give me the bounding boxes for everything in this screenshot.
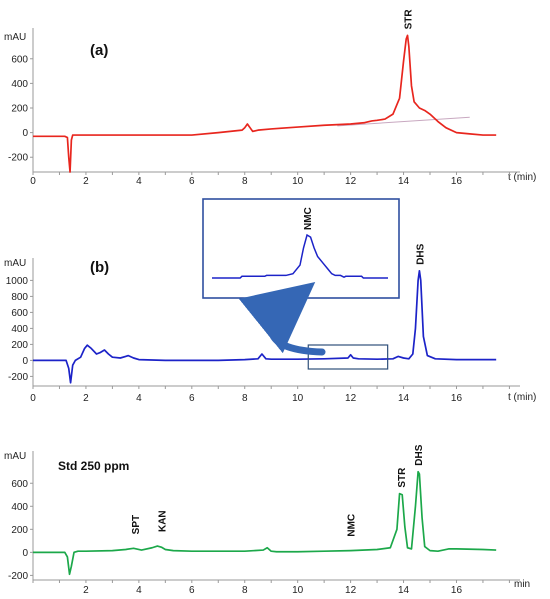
chart-panel-a: mAU (a) t (min) -200 0 200 400 600 0 2 4 6 8 10 12 1… <box>4 9 536 187</box>
integration-baseline <box>337 116 470 127</box>
y-tick-label: 200 <box>11 104 28 115</box>
chart-panel-std: mAU Std 250 ppm min -200 0 200 400 600 2 4 6 8 10… <box>4 444 530 596</box>
y-tick-label: -200 <box>8 372 28 383</box>
y-axis-unit-label: mAU <box>4 451 26 462</box>
zoom-inset-box <box>202 198 400 299</box>
y-tick-label: 200 <box>11 525 28 536</box>
x-tick-label: 8 <box>242 585 248 596</box>
peak-label-spt: SPT <box>131 515 142 534</box>
x-tick-label: 4 <box>136 393 142 404</box>
x-tick-label: 6 <box>189 393 195 404</box>
x-axis-unit-label: t (min) <box>508 392 536 403</box>
x-tick-label: 0 <box>30 393 36 404</box>
x-tick-label: 4 <box>136 585 142 596</box>
inset-trace <box>212 233 388 279</box>
chromatogram-trace <box>33 34 497 173</box>
y-tick-label: 0 <box>22 128 28 139</box>
chromatogram-trace <box>33 269 497 384</box>
x-tick-label: 6 <box>189 176 195 187</box>
x-tick-label: 14 <box>398 393 410 404</box>
y-tick-label: 600 <box>11 308 28 319</box>
panel-label: (b) <box>90 259 109 276</box>
x-tick-label: 16 <box>451 176 463 187</box>
peak-label-nmc: NMC <box>347 514 358 537</box>
x-tick-label: 10 <box>292 585 304 596</box>
y-tick-label: -200 <box>8 153 28 164</box>
y-tick-label: -200 <box>8 571 28 582</box>
peak-label-kan: KAN <box>157 510 168 532</box>
peak-label-str: STR <box>397 467 408 488</box>
y-tick-label: 1000 <box>6 276 29 287</box>
y-tick-label: 400 <box>11 324 28 335</box>
x-tick-label: 12 <box>345 585 357 596</box>
x-tick-label: 6 <box>189 585 195 596</box>
x-tick-label: 14 <box>398 585 410 596</box>
y-tick-label: 600 <box>11 54 28 65</box>
y-tick-label: 0 <box>22 548 28 559</box>
peak-label-str: STR <box>404 9 415 30</box>
x-tick-label: 16 <box>451 585 463 596</box>
peak-label-dhs: DHS <box>414 444 425 465</box>
y-tick-label: 0 <box>22 356 28 367</box>
peak-label-dhs: DHS <box>415 243 426 264</box>
x-tick-label: 10 <box>292 393 304 404</box>
y-axis-unit-label: mAU <box>4 32 26 43</box>
panel-label: (a) <box>90 42 108 59</box>
x-axis-unit-label: min <box>514 579 530 590</box>
x-tick-label: 8 <box>242 176 248 187</box>
x-tick-label: 2 <box>83 393 89 404</box>
x-tick-label: 8 <box>242 393 248 404</box>
zoom-region-box <box>307 344 389 370</box>
y-tick-label: 800 <box>11 292 28 303</box>
y-axis-unit-label: mAU <box>4 258 26 269</box>
x-tick-label: 16 <box>451 393 463 404</box>
x-tick-label: 4 <box>136 176 142 187</box>
chromatogram-trace <box>33 470 497 576</box>
x-tick-label: 12 <box>345 393 357 404</box>
y-tick-label: 600 <box>11 479 28 490</box>
x-tick-label: 10 <box>292 176 304 187</box>
x-tick-label: 2 <box>83 176 89 187</box>
x-tick-label: 12 <box>345 176 357 187</box>
y-tick-label: 400 <box>11 79 28 90</box>
y-tick-label: 200 <box>11 340 28 351</box>
x-tick-label: 14 <box>398 176 410 187</box>
inset-peak-label-nmc: NMC <box>303 207 314 230</box>
x-tick-label: 2 <box>83 585 89 596</box>
x-axis-unit-label: t (min) <box>508 172 536 183</box>
zoom-arrow-icon <box>238 281 326 356</box>
y-tick-label: 400 <box>11 502 28 513</box>
panel-label: Std 250 ppm <box>58 459 129 473</box>
x-tick-label: 0 <box>30 176 36 187</box>
